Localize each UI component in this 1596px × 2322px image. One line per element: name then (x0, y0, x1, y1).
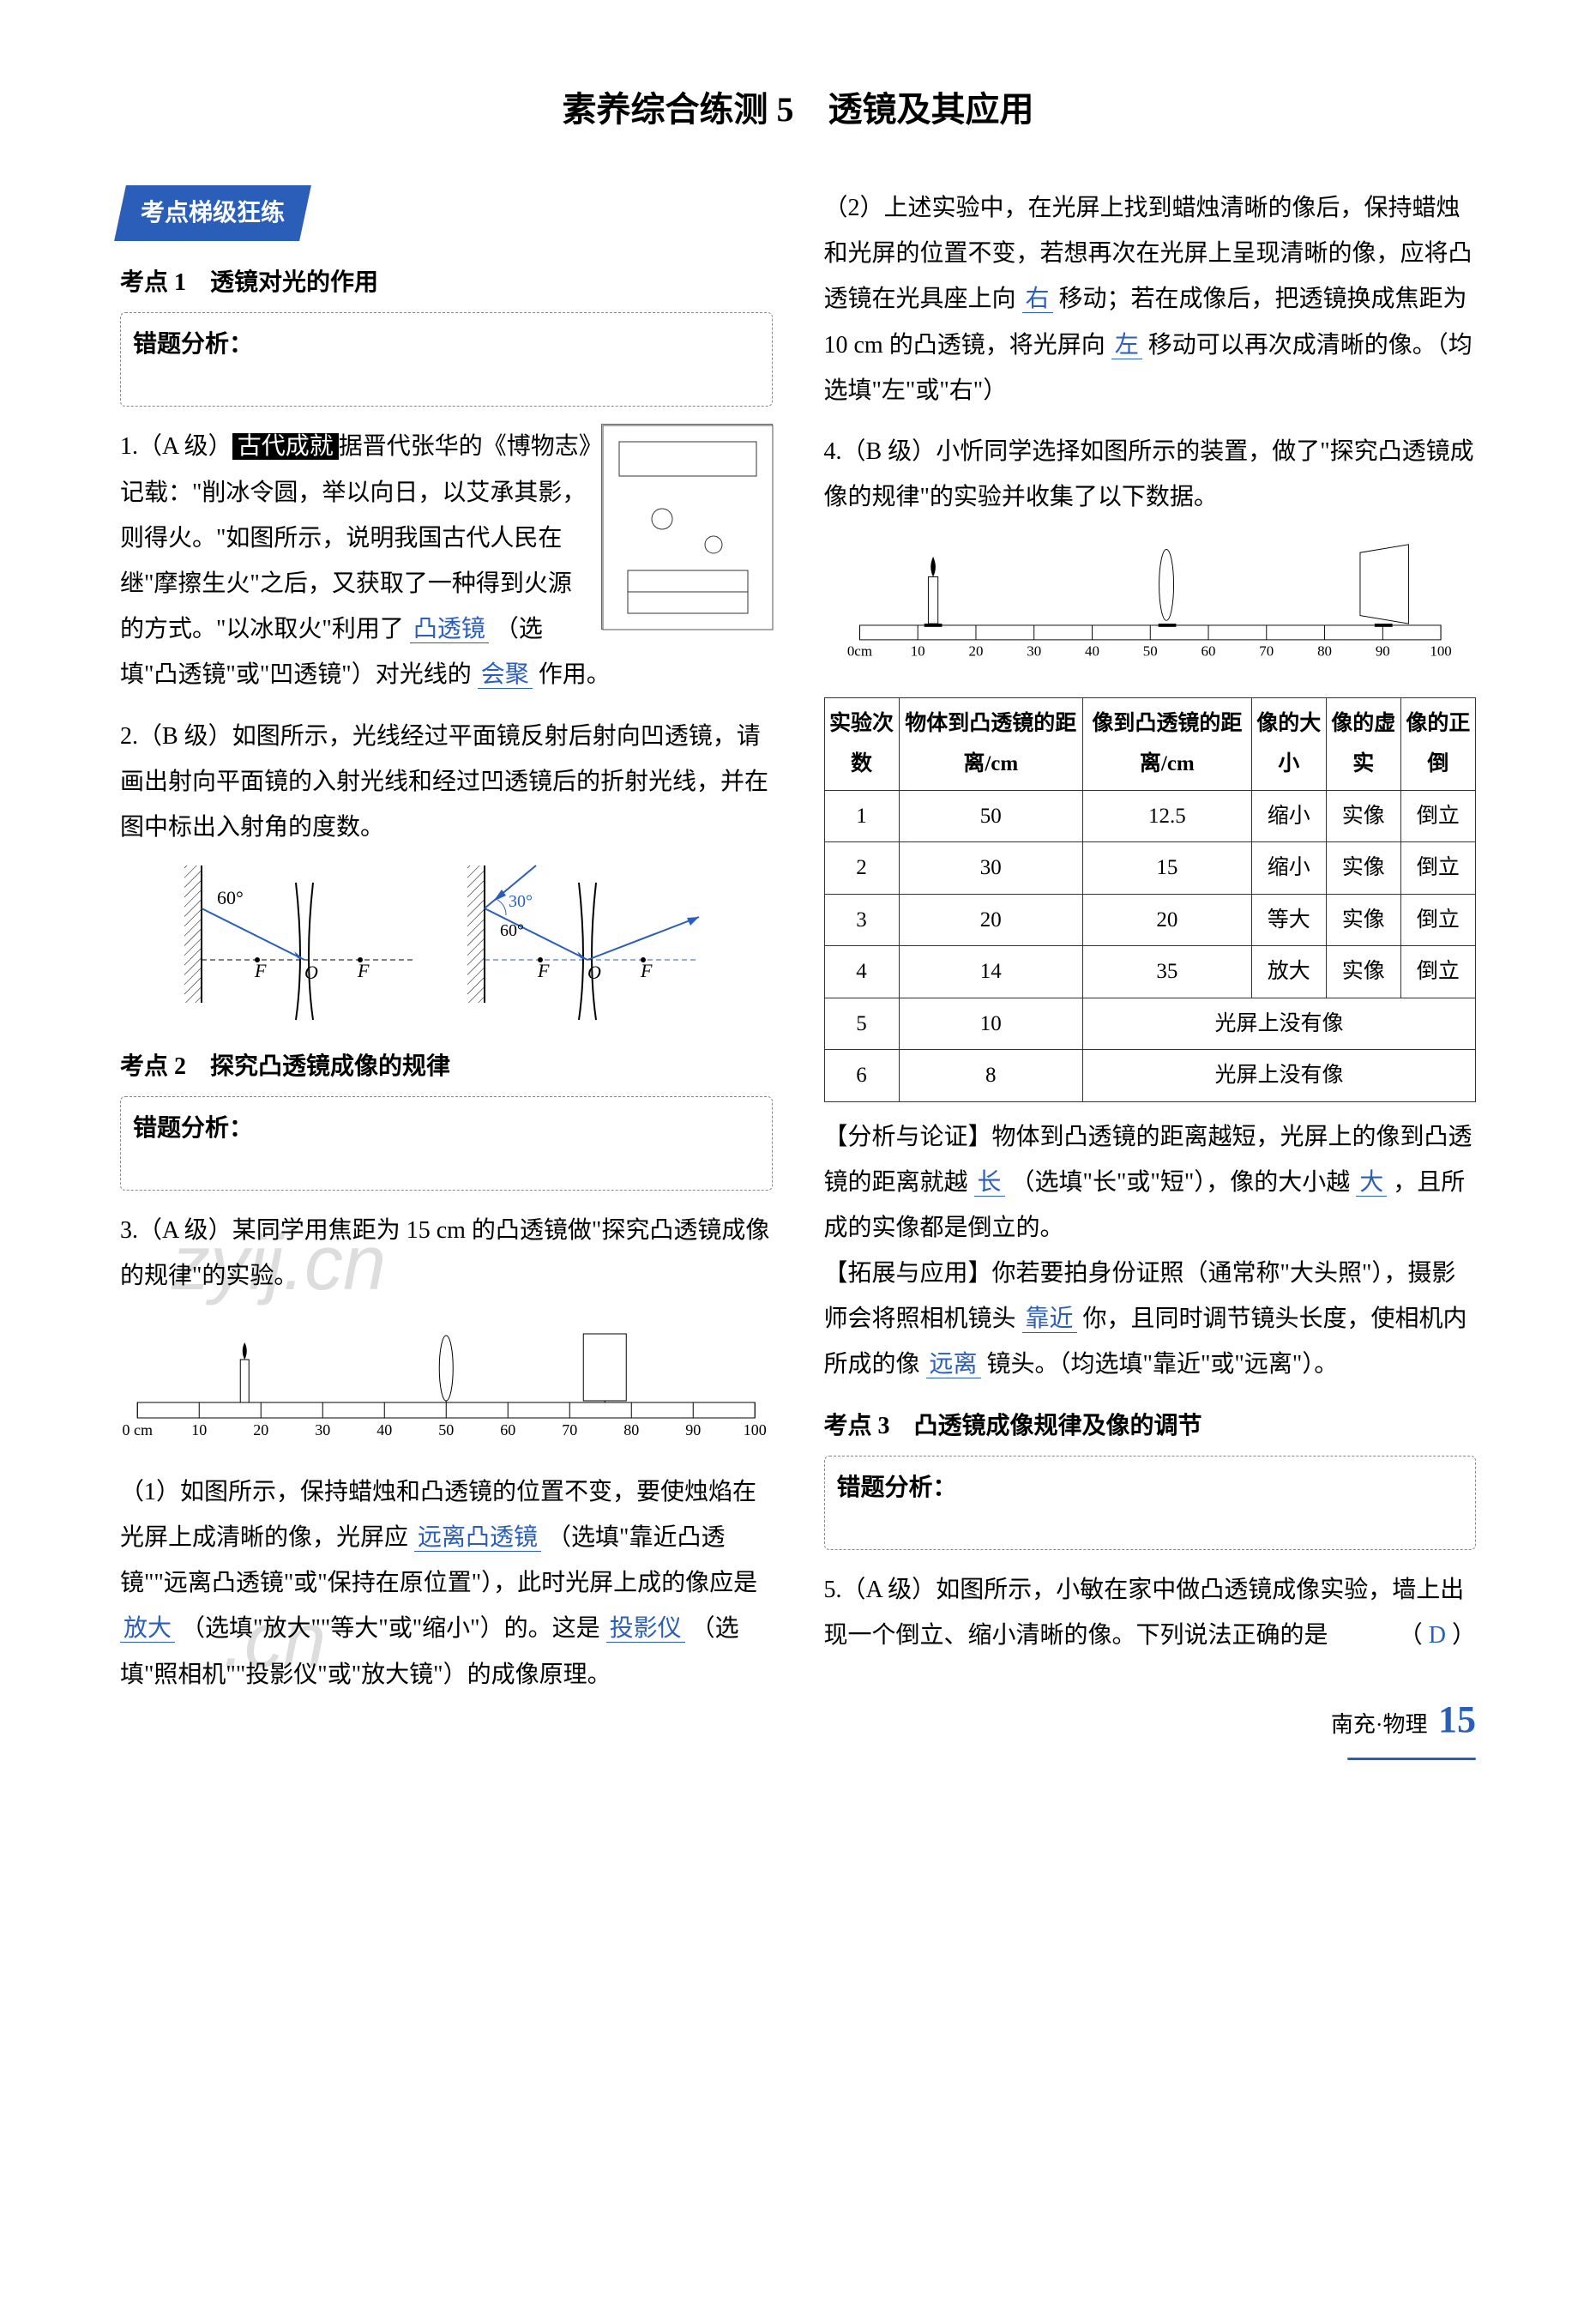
q3-p2-ans1: 右 (1022, 286, 1053, 313)
svg-text:100: 100 (1430, 643, 1451, 660)
q1-answer-2: 会聚 (478, 661, 533, 689)
q5-prefix: 5.（A 级） (824, 1577, 937, 1603)
footer-line (1347, 1758, 1476, 1760)
svg-text:60°: 60° (217, 887, 244, 908)
svg-text:F: F (254, 960, 267, 981)
svg-text:F: F (357, 960, 370, 981)
table-header: 像的正倒 (1400, 697, 1475, 790)
page-number: 15 (1438, 1698, 1476, 1740)
q4-ext-ans2: 远离 (926, 1351, 981, 1378)
q2-diagram-right: 30° 60° F O F (459, 857, 716, 1028)
svg-text:70: 70 (1259, 643, 1274, 660)
svg-text:30: 30 (315, 1421, 330, 1438)
q1-text-c: 作用。 (539, 661, 611, 688)
footer-text: 南充·物理 (1331, 1712, 1428, 1737)
section-banner: 考点梯级狂练 (114, 185, 311, 241)
svg-text:40: 40 (376, 1421, 392, 1438)
q2-prefix: 2.（B 级） (120, 723, 232, 750)
svg-text:90: 90 (1375, 643, 1389, 660)
q1-text-a: 据晋代张华的《博物志》记载："削冰令圆，举以向日，以艾承其影，则得火。"如图所示… (120, 433, 591, 642)
q5-answer: D (1429, 1622, 1446, 1649)
svg-text:20: 20 (253, 1421, 268, 1438)
left-column: 考点梯级狂练 考点 1 透镜对光的作用 错题分析： 1.（A 级）古代成就据晋代… (120, 185, 773, 1760)
table-row: 15012.5缩小实像倒立 (824, 790, 1476, 842)
svg-text:O: O (587, 962, 601, 983)
q3-p1-ans2: 放大 (120, 1615, 175, 1643)
svg-text:80: 80 (623, 1421, 639, 1438)
two-column-layout: 考点梯级狂练 考点 1 透镜对光的作用 错题分析： 1.（A 级）古代成就据晋代… (120, 185, 1476, 1760)
q3-part1: （1）如图所示，保持蜡烛和凸透镜的位置不变，要使烛焰在光屏上成清晰的像，光屏应 … (120, 1469, 773, 1698)
svg-text:60: 60 (1201, 643, 1215, 660)
svg-text:30: 30 (1027, 643, 1041, 660)
svg-text:100: 100 (744, 1421, 767, 1438)
error-label: 错题分析： (133, 331, 253, 358)
q4-analysis-ans2: 大 (1356, 1169, 1387, 1197)
svg-text:F: F (537, 960, 550, 981)
table-row: 23015缩小实像倒立 (824, 842, 1476, 895)
kaodian-1-title: 考点 1 透镜对光的作用 (120, 260, 773, 305)
q1-tag: 古代成就 (232, 433, 339, 460)
question-4: 4.（B 级）小忻同学选择如图所示的装置，做了"探究凸透镜成像的规律"的实验并收… (824, 429, 1477, 1388)
page-title: 素养综合练测 5 透镜及其应用 (120, 77, 1476, 142)
svg-text:0 cm: 0 cm (123, 1421, 154, 1438)
svg-text:80: 80 (1317, 643, 1332, 660)
svg-text:30°: 30° (509, 892, 533, 911)
svg-text:60°: 60° (500, 921, 524, 940)
table-row: 32020等大实像倒立 (824, 894, 1476, 946)
svg-text:20: 20 (968, 643, 983, 660)
q3-prefix: 3.（A 级） (120, 1217, 232, 1244)
q4-analysis-ans1: 长 (974, 1169, 1005, 1197)
svg-text:O: O (304, 962, 318, 983)
question-3: zyij.cn 3.（A 级）某同学用焦距为 15 cm 的凸透镜做"探究凸透镜… (120, 1208, 773, 1698)
q1-figure (601, 424, 773, 630)
q4-analysis: 【分析与论证】物体到凸透镜的距离越短，光屏上的像到凸透镜的距离就越 长 （选填"… (824, 1114, 1477, 1251)
table-row: 41435放大实像倒立 (824, 946, 1476, 998)
q3-p1-ans3: 投影仪 (606, 1615, 685, 1643)
svg-text:10: 10 (910, 643, 924, 660)
table-row: 68光屏上没有像 (824, 1050, 1476, 1102)
q4-optical-bench: 0cm 10 20 30 40 50 60 70 80 90 100 (824, 528, 1477, 666)
page-footer: 南充·物理 15 (824, 1684, 1477, 1760)
q4-data-table: 实验次数物体到凸透镜的距离/cm像到凸透镜的距离/cm像的大小像的虚实像的正倒 … (824, 697, 1477, 1102)
question-2: 2.（B 级）如图所示，光线经过平面镜反射后射向凹透镜，请画出射向平面镜的入射光… (120, 714, 773, 1029)
q2-diagram-left: 60° F O F (176, 857, 433, 1028)
error-label-2: 错题分析： (133, 1115, 253, 1142)
table-row: 510光屏上没有像 (824, 998, 1476, 1050)
error-analysis-box-1: 错题分析： (120, 312, 773, 407)
q4-extension: 【拓展与应用】你若要拍身份证照（通常称"大头照"），摄影师会将照相机镜头 靠近 … (824, 1251, 1477, 1388)
q3-optical-bench: 0 cm 10 20 30 40 50 60 70 80 90 100 (120, 1308, 773, 1445)
error-label-3: 错题分析： (837, 1475, 957, 1501)
q4-prefix: 4.（B 级） (824, 438, 937, 465)
error-analysis-box-3: 错题分析： (824, 1456, 1477, 1550)
svg-text:40: 40 (1085, 643, 1099, 660)
q3-p2-ans2: 左 (1111, 332, 1142, 359)
question-1: 1.（A 级）古代成就据晋代张华的《博物志》记载："削冰令圆，举以向日，以艾承其… (120, 424, 773, 697)
q3-part2: （2）上述实验中，在光屏上找到蜡烛清晰的像后，保持蜡烛和光屏的位置不变，若想再次… (824, 185, 1477, 413)
svg-text:0cm: 0cm (846, 643, 871, 660)
table-header: 像到凸透镜的距离/cm (1082, 697, 1251, 790)
kaodian-3-title: 考点 3 凸透镜成像规律及像的调节 (824, 1403, 1477, 1449)
right-column: （2）上述实验中，在光屏上找到蜡烛清晰的像后，保持蜡烛和光屏的位置不变，若想再次… (824, 185, 1477, 1760)
svg-text:90: 90 (685, 1421, 701, 1438)
q3-p1-ans1: 远离凸透镜 (414, 1524, 541, 1552)
svg-text:60: 60 (500, 1421, 515, 1438)
q2-diagram-pair: 60° F O F (120, 857, 773, 1028)
table-header: 物体到凸透镜的距离/cm (899, 697, 1082, 790)
q4-ext-ans1: 靠近 (1022, 1306, 1077, 1333)
table-header: 实验次数 (824, 697, 899, 790)
q1-answer-1: 凸透镜 (410, 616, 489, 643)
kaodian-2-title: 考点 2 探究凸透镜成像的规律 (120, 1044, 773, 1089)
svg-text:10: 10 (191, 1421, 207, 1438)
svg-text:50: 50 (438, 1421, 454, 1438)
error-analysis-box-2: 错题分析： (120, 1096, 773, 1191)
table-header: 像的大小 (1251, 697, 1326, 790)
q1-prefix: 1.（A 级） (120, 433, 232, 460)
table-header: 像的虚实 (1326, 697, 1400, 790)
svg-text:70: 70 (562, 1421, 577, 1438)
question-5: 5.（A 级）如图所示，小敏在家中做凸透镜成像实验，墙上出现一个倒立、缩小清晰的… (824, 1567, 1477, 1658)
svg-text:F: F (640, 960, 653, 981)
svg-text:50: 50 (1142, 643, 1157, 660)
